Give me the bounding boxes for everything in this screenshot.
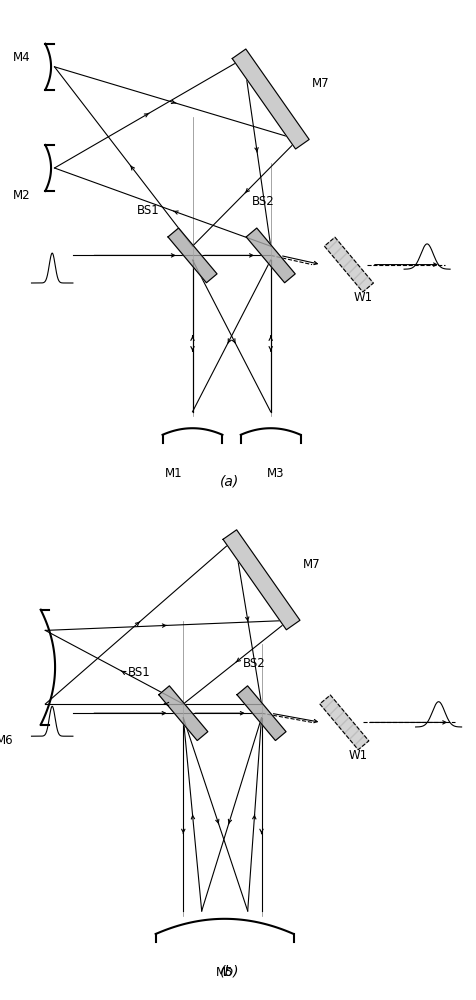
Text: M5: M5: [216, 966, 233, 979]
Polygon shape: [324, 237, 373, 292]
Text: M7: M7: [311, 77, 329, 90]
Polygon shape: [159, 686, 208, 741]
Polygon shape: [223, 530, 299, 630]
Polygon shape: [319, 695, 368, 750]
Polygon shape: [246, 228, 295, 283]
Text: M6: M6: [0, 734, 13, 747]
Polygon shape: [237, 686, 286, 741]
Text: (b): (b): [219, 964, 238, 978]
Text: M3: M3: [266, 467, 283, 480]
Text: M7: M7: [302, 558, 320, 571]
Text: (a): (a): [219, 474, 238, 488]
Text: BS1: BS1: [128, 666, 150, 679]
Text: BS1: BS1: [137, 204, 160, 217]
Text: BS2: BS2: [243, 657, 265, 670]
Text: M1: M1: [165, 467, 182, 480]
Polygon shape: [168, 228, 217, 283]
Text: BS2: BS2: [252, 195, 275, 208]
Polygon shape: [232, 49, 308, 149]
Text: W1: W1: [348, 749, 367, 762]
Text: M2: M2: [13, 189, 30, 202]
Text: W1: W1: [353, 291, 372, 304]
Text: M4: M4: [13, 51, 30, 64]
